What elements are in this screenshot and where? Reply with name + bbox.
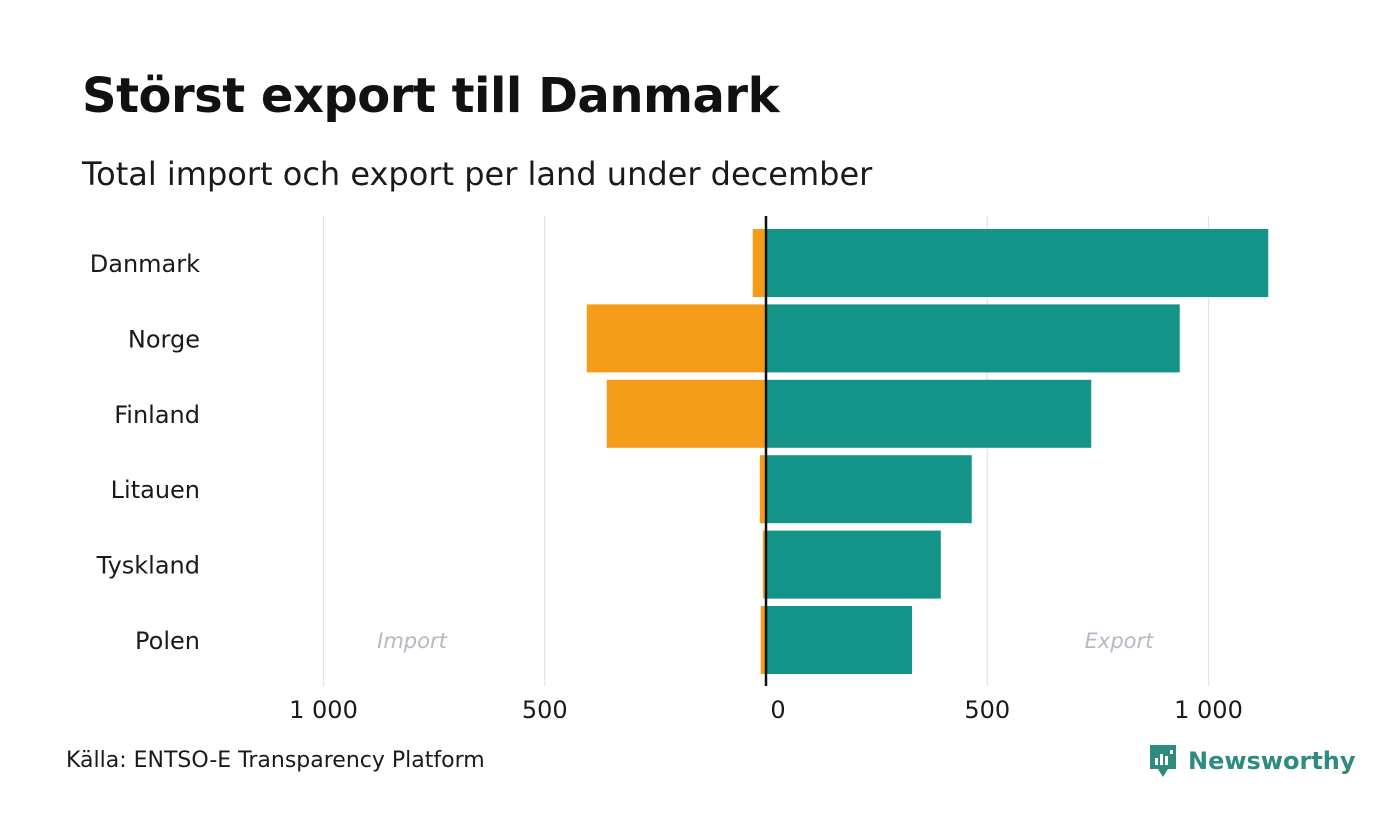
newsworthy-logo-icon	[1150, 745, 1176, 777]
export-bar	[766, 455, 972, 524]
chart-subtitle: Total import och export per land under d…	[82, 155, 873, 193]
category-label: Litauen	[111, 476, 200, 504]
source-note: Källa: ENTSO-E Transparency Platform	[66, 748, 485, 773]
x-tick-label: 500	[964, 696, 1010, 724]
category-label: Polen	[135, 627, 200, 655]
chart-title: Störst export till Danmark	[82, 68, 780, 124]
export-bar	[766, 606, 913, 674]
import-bar	[586, 304, 766, 373]
category-label: Tyskland	[96, 552, 200, 580]
category-label: Finland	[114, 401, 200, 429]
export-annotation: Export	[1085, 629, 1155, 653]
export-bar	[766, 530, 941, 599]
export-bar	[766, 379, 1092, 448]
export-bar	[766, 304, 1180, 373]
brand: Newsworthy	[1148, 743, 1356, 779]
x-tick-label: 1 000	[1174, 696, 1243, 724]
import-bar	[762, 530, 766, 599]
export-bar	[766, 229, 1269, 297]
x-tick-label: 500	[522, 696, 568, 724]
x-tick-label: 0	[770, 696, 785, 724]
import-annotation: Import	[377, 629, 447, 653]
brand-name: Newsworthy	[1188, 747, 1356, 775]
x-tick-label: 1 000	[289, 696, 358, 724]
category-label: Danmark	[90, 250, 200, 278]
import-bar	[752, 229, 766, 297]
category-label: Norge	[128, 325, 200, 353]
import-bar	[759, 455, 766, 524]
import-bar	[760, 606, 766, 674]
import-bar	[606, 379, 766, 448]
